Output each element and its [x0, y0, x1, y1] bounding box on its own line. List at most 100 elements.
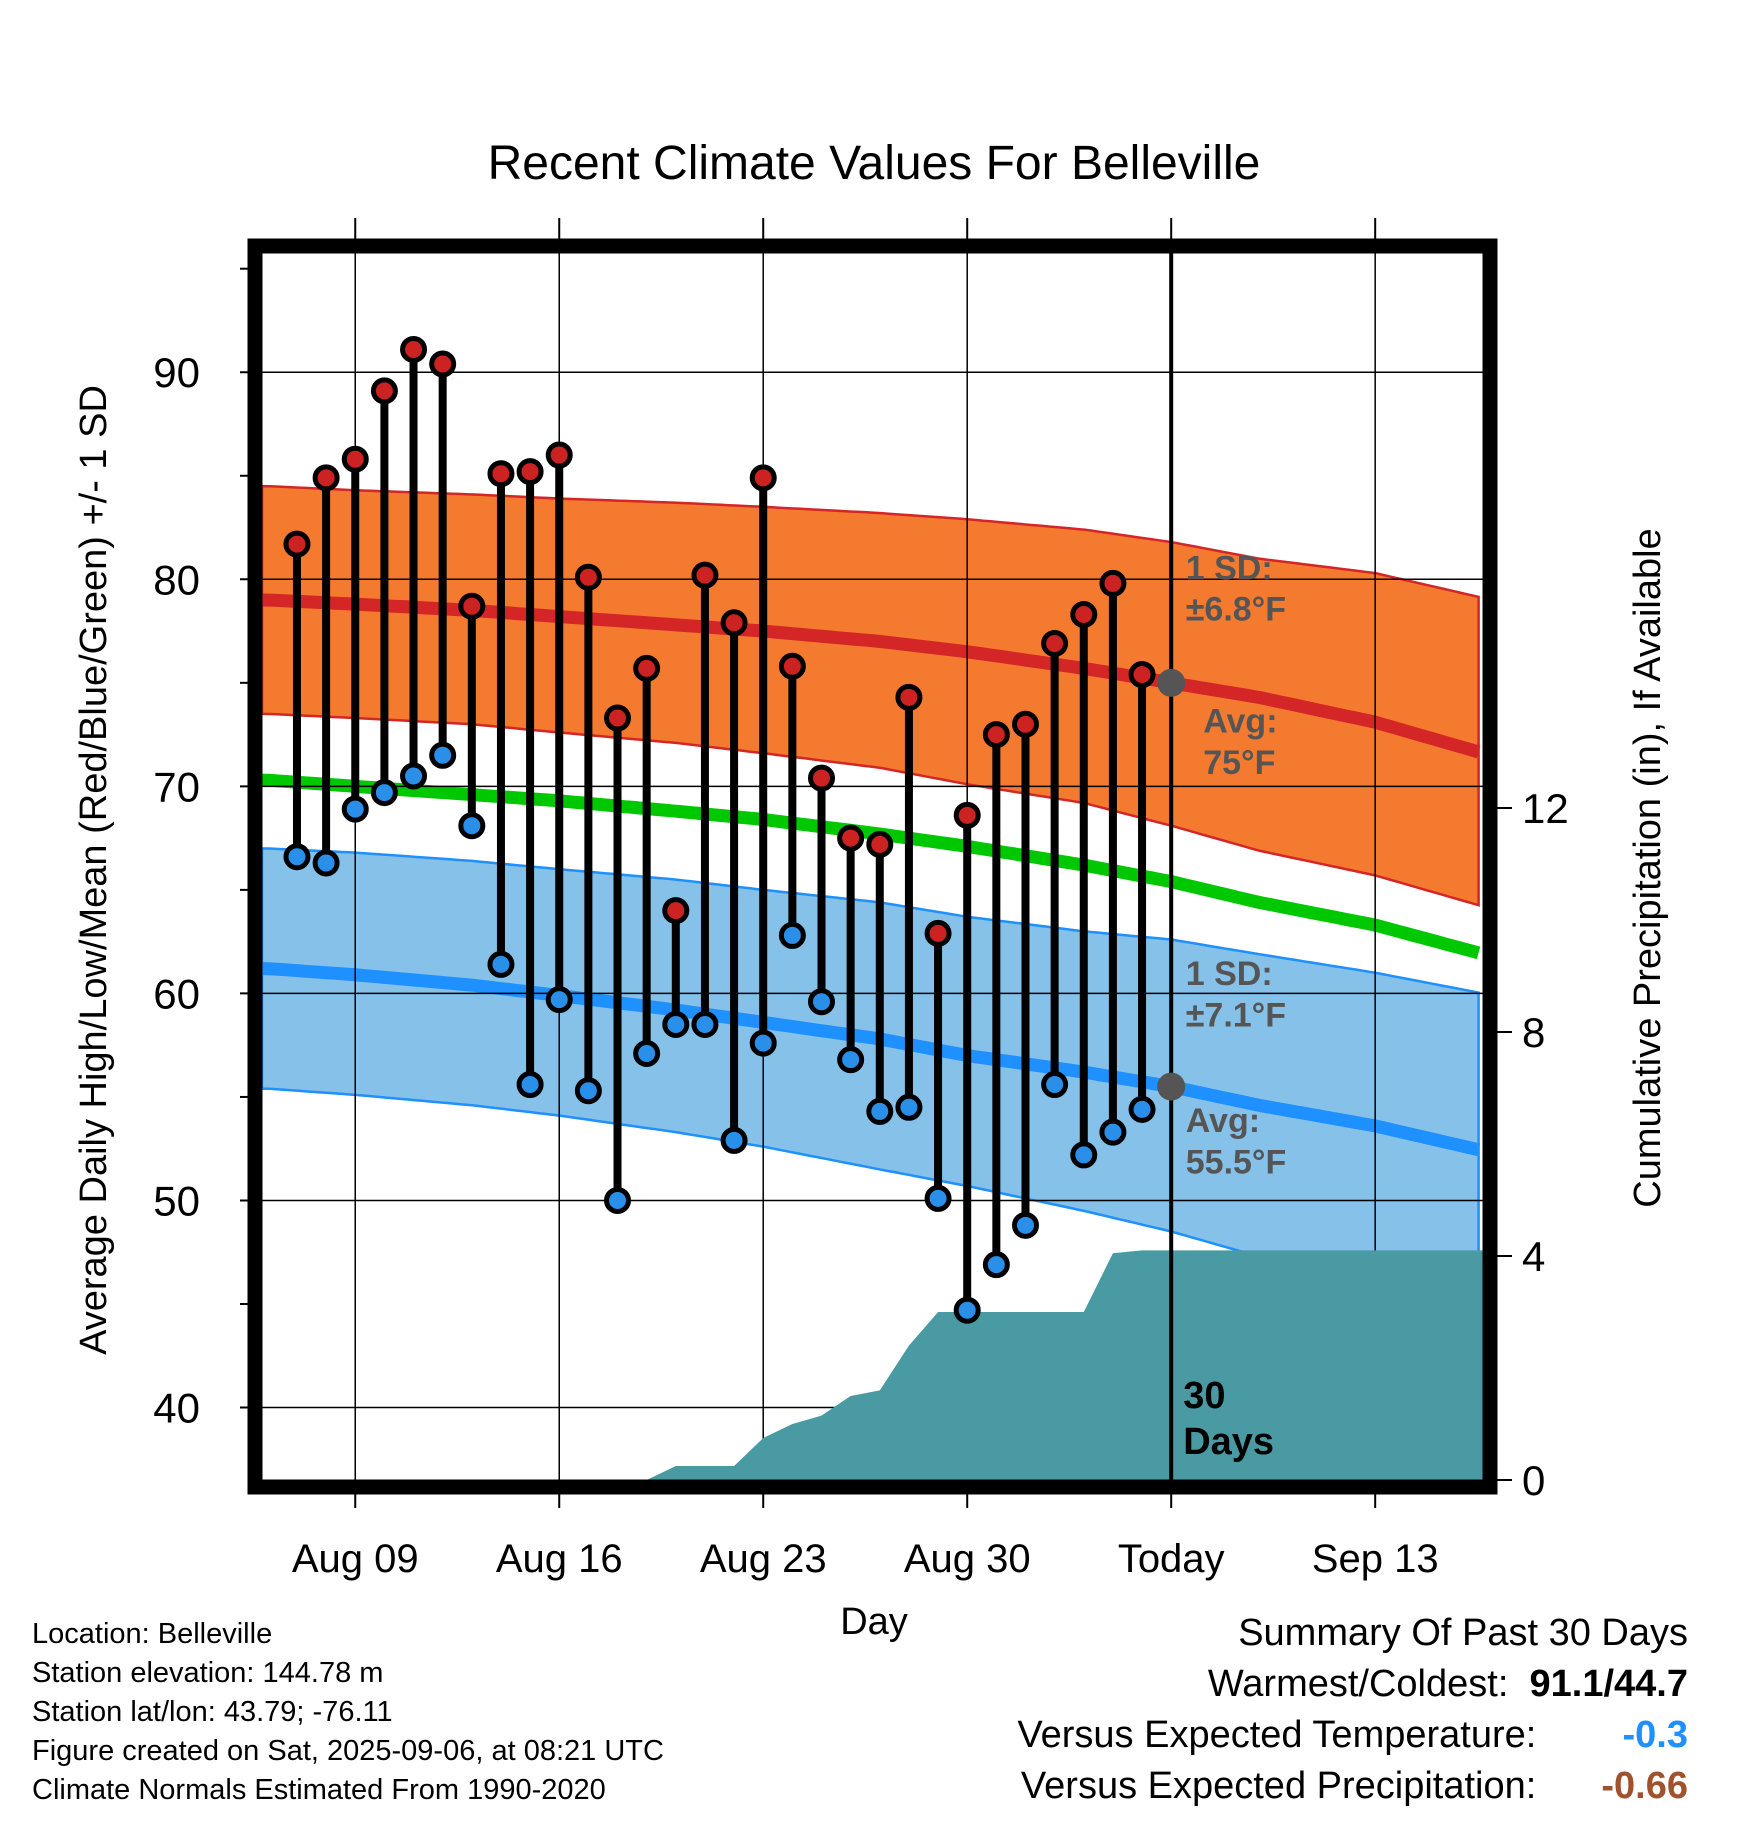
precipitation-departure-row: Versus Expected Precipitation: -0.66	[1017, 1761, 1688, 1812]
daily-low-point	[953, 1296, 981, 1324]
y2-axis-label: Cumulative Precipitation (in), If Availa…	[1627, 528, 1669, 1207]
daily-high-point	[283, 530, 311, 558]
daily-low-point	[1099, 1118, 1127, 1146]
daily-low-point	[604, 1186, 632, 1214]
avg-marker	[1157, 668, 1186, 697]
daily-low-point	[808, 988, 836, 1016]
daily-low-point	[429, 741, 457, 769]
sd-annotation: Avg:	[1186, 1102, 1260, 1140]
warmest-coldest-value: 91.1/44.7	[1529, 1663, 1688, 1705]
summary-title: Summary Of Past 30 Days	[1238, 1612, 1688, 1654]
normals-text: Climate Normals Estimated From 1990-2020	[32, 1774, 606, 1806]
daily-low-point	[1011, 1211, 1039, 1239]
plot-frame	[247, 238, 1498, 1495]
daily-high-point	[662, 897, 690, 925]
daily-low-point	[982, 1251, 1010, 1279]
y-tick-label: 60	[153, 970, 200, 1017]
daily-low-point	[1041, 1071, 1069, 1099]
daily-high-point	[953, 801, 981, 829]
daily-low-point	[487, 950, 515, 978]
daily-low-point	[720, 1126, 748, 1154]
normal-low-line	[261, 962, 1481, 1157]
normal-bands	[260, 484, 1481, 1305]
sd-annotation: 1 SD:	[1186, 955, 1273, 993]
y-tick-label: 50	[153, 1177, 200, 1224]
plot-border	[247, 238, 1498, 1495]
daily-low-point	[283, 843, 311, 871]
axes-layer: 40 50 60 70 80 90 0 4 8 12 Aug 09 Aug 16 Aug 23 Aug 3…	[73, 218, 1669, 1643]
created-text: Figure created on Sat, 2025-09-06, at 08…	[32, 1735, 664, 1767]
daily-low-point	[1128, 1095, 1156, 1123]
x-tick-label: Aug 30	[904, 1537, 1031, 1581]
daily-low-point	[370, 779, 398, 807]
daily-low-point	[778, 921, 806, 949]
daily-low-point	[866, 1097, 894, 1125]
daily-low-point	[545, 986, 573, 1014]
today-window-label: 30	[1183, 1375, 1225, 1417]
daily-low-point	[662, 1010, 690, 1038]
daily-high-point	[1070, 600, 1098, 628]
low-sd-band	[260, 847, 1480, 1305]
y-tick-label: 90	[153, 349, 200, 396]
daily-high-point	[778, 652, 806, 680]
warmest-coldest-label: Warmest/Coldest:	[1207, 1663, 1509, 1705]
daily-high-point	[370, 377, 398, 405]
daily-low-point	[924, 1184, 952, 1212]
precipitation-area-layer	[646, 1250, 1483, 1480]
daily-high-point	[487, 460, 515, 488]
y-tick-label: 40	[153, 1385, 200, 1432]
daily-low-point	[837, 1046, 865, 1074]
warmest-coldest-row: Warmest/Coldest: 91.1/44.7	[1017, 1659, 1688, 1710]
daily-high-point	[633, 654, 661, 682]
temperature-departure-row: Versus Expected Temperature: -0.3	[1017, 1710, 1688, 1761]
sd-annotation: ±7.1°F	[1186, 997, 1286, 1035]
daily-high-point	[516, 458, 544, 486]
high-sd-band	[260, 484, 1480, 907]
daily-high-point	[1099, 569, 1127, 597]
daily-low-point	[400, 762, 428, 790]
daily-low-point	[458, 812, 486, 840]
normal-mean-line	[261, 773, 1481, 960]
daily-low-point	[895, 1093, 923, 1121]
daily-high-point	[808, 764, 836, 792]
precipitation-area	[646, 1250, 1483, 1480]
daily-high-point	[866, 830, 894, 858]
y2-tick-label: 0	[1522, 1457, 1545, 1504]
sd-annotation: 75°F	[1203, 744, 1275, 782]
station-info: Location: Belleville Station elevation: …	[32, 1615, 664, 1810]
daily-high-point	[837, 824, 865, 852]
elevation-text: Station elevation: 144.78 m	[32, 1657, 384, 1689]
x-tick-label: Today	[1118, 1537, 1225, 1581]
daily-low-point	[574, 1077, 602, 1105]
daily-high-point	[691, 561, 719, 589]
daily-low-point	[749, 1029, 777, 1057]
chart-title: Recent Climate Values For Belleville	[488, 137, 1261, 190]
daily-high-point	[604, 704, 632, 732]
daily-low-point	[691, 1010, 719, 1038]
daily-high-point	[720, 609, 748, 637]
daily-low-point	[341, 795, 369, 823]
daily-high-point	[429, 350, 457, 378]
avg-marker	[1157, 1072, 1186, 1101]
x-tick-label: Aug 23	[700, 1537, 827, 1581]
x-tick-label: Aug 09	[292, 1537, 419, 1581]
daily-low-point	[312, 849, 340, 877]
daily-high-point	[749, 464, 777, 492]
daily-low-point	[1070, 1141, 1098, 1169]
observations-layer	[283, 335, 1156, 1324]
today-window-label: Days	[1183, 1421, 1274, 1463]
daily-high-point	[458, 592, 486, 620]
daily-high-point	[1041, 629, 1069, 657]
x-axis-label: Day	[840, 1601, 908, 1643]
y2-tick-label: 12	[1522, 785, 1569, 832]
daily-high-point	[1128, 661, 1156, 689]
daily-high-point	[400, 335, 428, 363]
daily-high-point	[924, 919, 952, 947]
y2-tick-label: 4	[1522, 1233, 1545, 1280]
location-text: Location: Belleville	[32, 1618, 273, 1650]
sd-annotation: Avg:	[1203, 703, 1277, 741]
daily-high-point	[545, 441, 573, 469]
y-tick-label: 70	[153, 763, 200, 810]
